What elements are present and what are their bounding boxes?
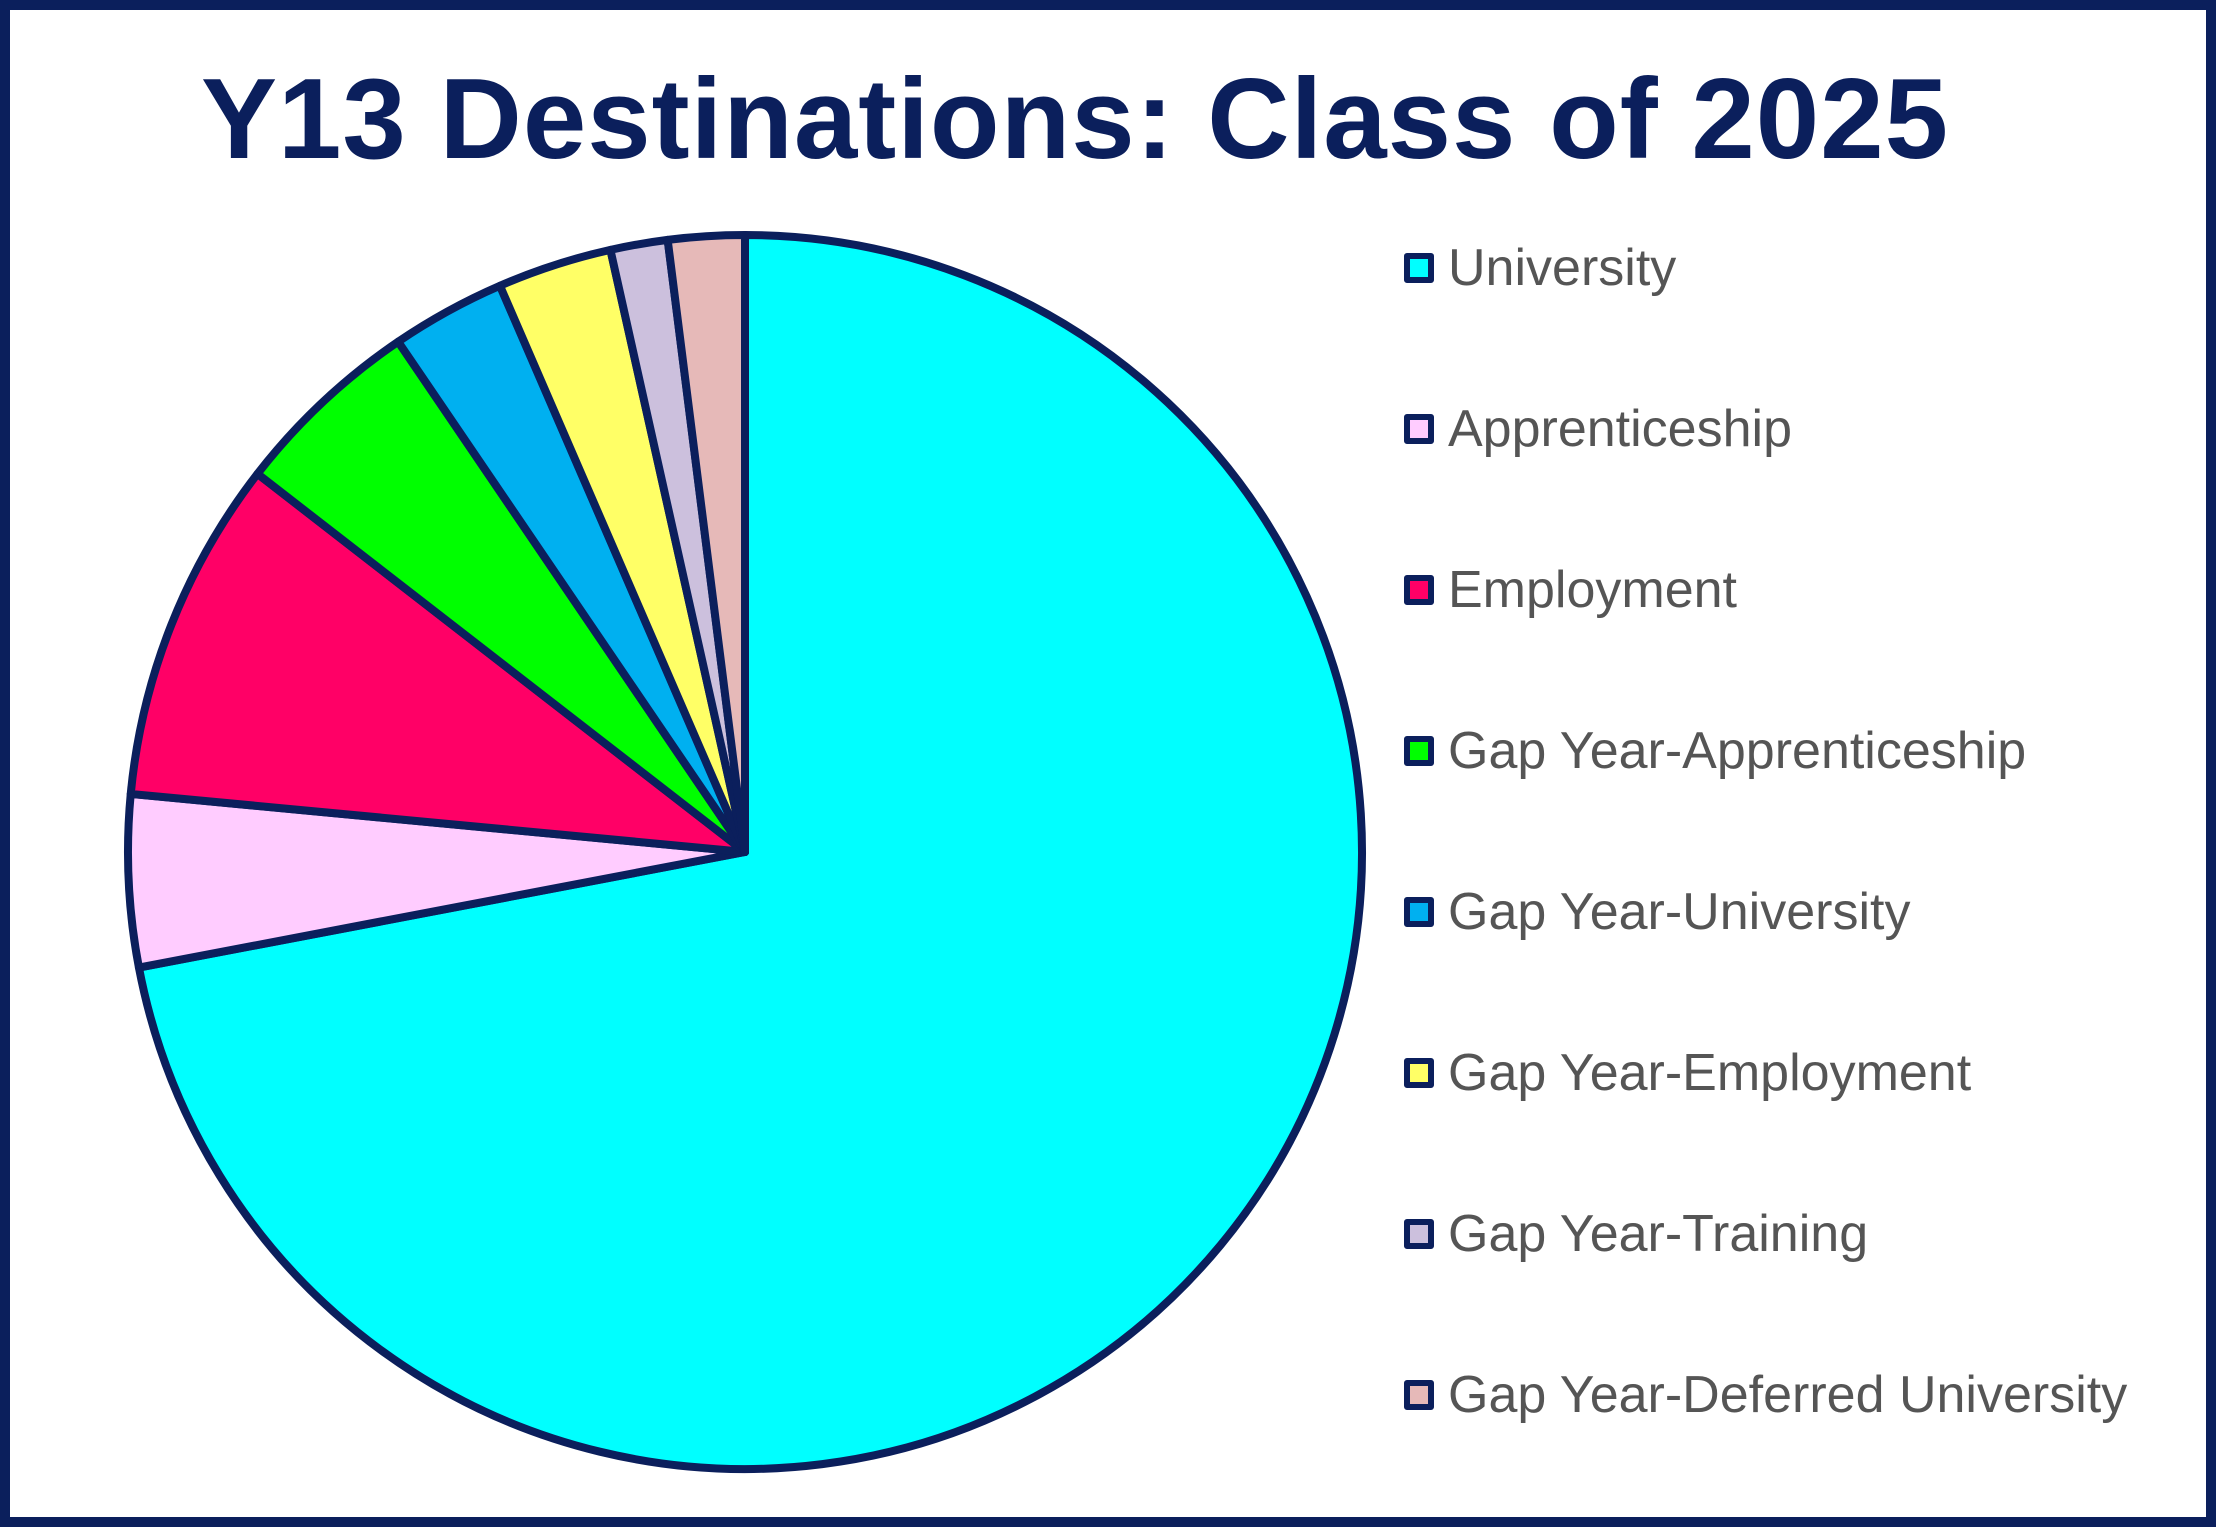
legend-swatch <box>1404 253 1434 283</box>
legend-label: Employment <box>1448 561 1737 619</box>
legend-label: University <box>1448 239 1677 297</box>
legend-label: Gap Year-Employment <box>1448 1044 1972 1102</box>
legend-label: Gap Year-Deferred University <box>1448 1366 2128 1424</box>
legend-item: University <box>1404 228 1676 308</box>
legend-item: Gap Year-Employment <box>1404 1033 1971 1113</box>
legend-swatch <box>1404 736 1434 766</box>
legend-label: Gap Year-Apprenticeship <box>1448 722 2027 780</box>
legend-swatch <box>1404 1219 1434 1249</box>
legend-swatch <box>1404 414 1434 444</box>
legend-swatch <box>1404 1380 1434 1410</box>
legend-item: Gap Year-Apprenticeship <box>1404 711 2026 791</box>
pie-slice-employment <box>126 469 749 856</box>
legend-label: Gap Year-University <box>1448 883 1911 941</box>
legend-swatch <box>1404 1058 1434 1088</box>
legend-item: Gap Year-Training <box>1404 1194 1868 1274</box>
legend-label: Gap Year-Training <box>1448 1205 1869 1263</box>
legend-label: Apprenticeship <box>1448 400 1792 458</box>
legend-swatch <box>1404 897 1434 927</box>
legend-item: Employment <box>1404 550 1737 630</box>
legend-item: Gap Year-Deferred University <box>1404 1355 2127 1435</box>
pie-slice-gap-year-deferred-university <box>663 231 749 856</box>
chart-title: Y13 Destinations: Class of 2025 <box>200 56 1949 183</box>
legend-swatch <box>1404 575 1434 605</box>
pie-slice-gap-year-apprenticeship <box>253 337 749 856</box>
legend-item: Gap Year-University <box>1404 872 1910 952</box>
pie-slice-university <box>134 231 1366 1473</box>
legend-item: Apprenticeship <box>1404 389 1792 469</box>
